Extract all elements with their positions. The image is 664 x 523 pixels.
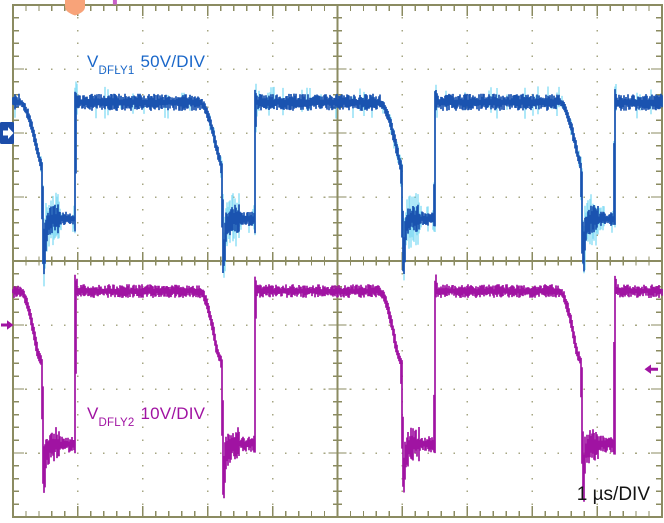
ch1-label: VDFLY1 50V/DIV <box>87 52 206 78</box>
ch1-marker-arrow-icon <box>3 127 14 139</box>
ch1-level-marker[interactable] <box>0 122 14 144</box>
grid-border <box>11 3 664 519</box>
ch1-scale: 50V/DIV <box>140 52 206 71</box>
timebase-label: 1 µs/DIV <box>576 484 650 505</box>
ch2-label: VDFLY2 10V/DIV <box>87 404 206 430</box>
ch2-signal-name: VDFLY2 <box>87 404 135 430</box>
ch1-signal-name: VDFLY1 <box>87 52 135 78</box>
ch1-signal-subscript: DFLY1 <box>98 65 135 78</box>
grid-ticks <box>12 4 663 518</box>
trace-VDFLY2 <box>12 274 663 502</box>
ch2-scale: 10V/DIV <box>140 404 206 423</box>
ch2-level-marker-left[interactable] <box>1 320 14 330</box>
ch2-level-marker-right[interactable] <box>644 364 659 374</box>
trace-VDFLY1 <box>12 89 663 275</box>
ch2-signal-subscript: DFLY2 <box>98 417 135 430</box>
ch2-top-tick-marker <box>112 0 117 5</box>
trigger-position-marker[interactable] <box>65 0 85 16</box>
